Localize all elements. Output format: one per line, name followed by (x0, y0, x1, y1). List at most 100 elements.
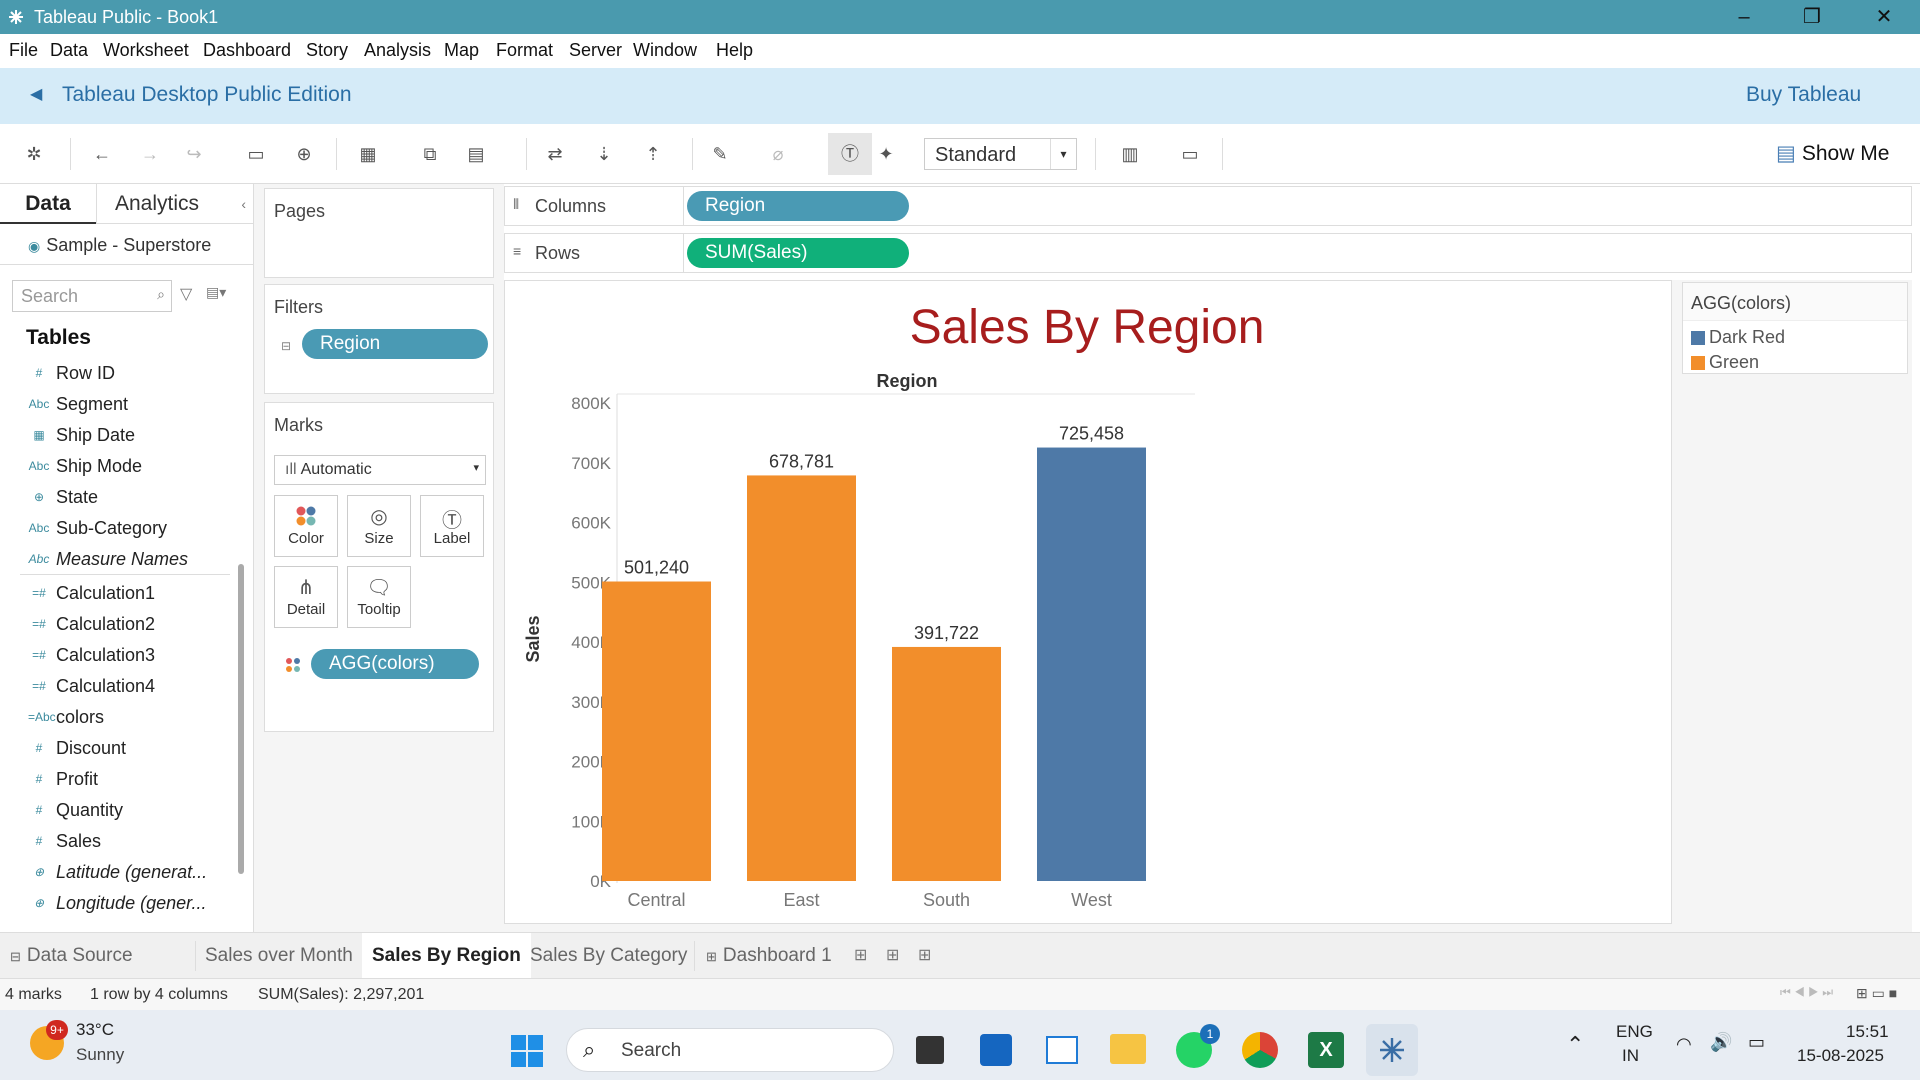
tab-data[interactable]: Data (0, 184, 96, 224)
bar-central[interactable] (602, 581, 711, 881)
new-story-tab-icon[interactable]: ⊞ (918, 947, 932, 964)
file-explorer-icon[interactable] (1110, 1034, 1146, 1064)
label-card[interactable]: Ⓣ Label (420, 495, 484, 557)
excel-icon[interactable]: X (1308, 1032, 1344, 1068)
task-view-icon[interactable] (916, 1036, 944, 1064)
language-region[interactable]: IN (1622, 1046, 1639, 1065)
pages-shelf[interactable]: Pages (264, 188, 494, 278)
view-options-icon[interactable]: ▤▾ (206, 284, 227, 300)
legend-item-dark-red[interactable]: Dark Red (1709, 327, 1786, 347)
sheet-view-icons[interactable]: ⊞ ▭ ■ (1856, 985, 1898, 1001)
tooltip-card[interactable]: 🗨 Tooltip (347, 566, 411, 628)
clock-time[interactable]: 15:51 (1846, 1022, 1889, 1041)
view-canvas[interactable]: Sales By Region Region Sales 0K 100K 200K 3… (504, 280, 1672, 924)
menu-worksheet[interactable]: Worksheet (103, 40, 189, 60)
sheet-nav-icon[interactable]: ⏮ ◀ ▶ ⏭ (1780, 985, 1834, 999)
menu-file[interactable]: File (9, 40, 39, 60)
menu-help[interactable]: Help (716, 40, 754, 60)
fit-select[interactable]: Standard ▾ (924, 138, 1077, 170)
windows-start-icon[interactable] (510, 1034, 544, 1068)
restore-button[interactable]: ❐ (1803, 6, 1821, 28)
new-worksheet-icon[interactable]: ▦ (359, 144, 377, 164)
language-code[interactable]: ENG (1616, 1022, 1653, 1041)
tableau-logo-icon[interactable]: ✲ (26, 144, 42, 164)
datasource-item[interactable]: ◉ Sample - Superstore (28, 235, 211, 256)
color-legend[interactable]: AGG(colors) Dark Red Green (1682, 282, 1908, 374)
clear-sheet-icon[interactable]: ▤ (467, 144, 485, 164)
sort-descending-icon[interactable]: ⇡ (645, 144, 661, 164)
search-input[interactable]: Search ⌕ (12, 280, 172, 312)
undo-icon[interactable]: ← (93, 144, 111, 164)
rows-shelf[interactable]: ≡ Rows SUM(Sales) (504, 233, 1912, 273)
tab-sales-by-region[interactable]: Sales By Region (362, 933, 531, 979)
chevron-up-icon[interactable]: ⌃ (1566, 1032, 1585, 1057)
sort-ascending-icon[interactable]: ⇣ (596, 144, 612, 164)
rows-pill-sum-sales[interactable]: SUM(Sales) (687, 238, 909, 268)
battery-icon[interactable]: ▭ (1748, 1032, 1766, 1052)
cards-column: Pages Filters ⊟ Region Marks ıll Automati… (254, 184, 504, 932)
wifi-icon[interactable]: ◠ (1676, 1034, 1692, 1054)
highlight-icon[interactable]: ✎ (712, 144, 728, 164)
bar-south[interactable] (892, 646, 1001, 881)
tab-data-source[interactable]: ⊟ Data Source (10, 933, 133, 979)
tab-sales-over-month[interactable]: Sales over Month (205, 945, 353, 966)
replay-icon[interactable]: ↪ (186, 144, 202, 164)
menu-data[interactable]: Data (50, 40, 89, 60)
filter-pill-region[interactable]: Region (302, 329, 488, 359)
chrome-icon[interactable] (1242, 1032, 1278, 1068)
bar-east[interactable] (747, 475, 856, 881)
detail-card[interactable]: ⋔ Detail (274, 566, 338, 628)
columns-icon: ⦀ (513, 196, 520, 212)
volume-icon[interactable]: 🔊 (1710, 1032, 1733, 1052)
tab-analytics[interactable]: Analytics ‹ (96, 184, 254, 224)
calc-number-icon: =# (32, 617, 46, 631)
bar-west[interactable] (1037, 447, 1146, 881)
new-datasource-icon[interactable]: ⊕ (296, 144, 312, 164)
swap-icon[interactable]: ⇄ (547, 144, 563, 164)
app-window-icon[interactable] (1046, 1036, 1078, 1064)
clock-date[interactable]: 15-08-2025 (1797, 1046, 1884, 1065)
store-icon[interactable] (980, 1034, 1012, 1066)
filters-shelf[interactable]: Filters ⊟ Region (264, 284, 494, 394)
menu-dashboard[interactable]: Dashboard (203, 40, 292, 60)
color-card[interactable]: Color (274, 495, 338, 557)
menu-server[interactable]: Server (569, 40, 623, 60)
string-icon: Abc (28, 397, 50, 411)
minimize-button[interactable]: – (1738, 6, 1750, 28)
columns-shelf[interactable]: ⦀ Columns Region (504, 186, 1912, 226)
tab-sales-by-category[interactable]: Sales By Category (530, 945, 688, 966)
menu-story[interactable]: Story (306, 40, 349, 60)
menu-analysis[interactable]: Analysis (364, 40, 432, 60)
show-mark-labels-icon[interactable]: Ⓣ (828, 133, 872, 175)
marks-pill-agg-colors[interactable]: AGG(colors) (311, 649, 479, 679)
y-tick-label: 300K (571, 693, 611, 712)
close-button[interactable]: ✕ (1875, 6, 1893, 28)
menu-format[interactable]: Format (496, 40, 554, 60)
tab-data-source-label: Data Source (26, 945, 133, 966)
legend-item-green[interactable]: Green (1709, 352, 1760, 372)
columns-pill-region[interactable]: Region (687, 191, 909, 221)
search-placeholder: Search (21, 286, 79, 306)
show-me-button[interactable]: ▤ Show Me (1776, 142, 1890, 165)
mark-type-select[interactable]: ıll Automatic ▾ (274, 455, 486, 485)
buy-tableau-link[interactable]: Buy Tableau (1746, 83, 1862, 106)
duplicate-sheet-icon[interactable]: ⧉ (423, 144, 437, 164)
collapse-icon[interactable]: ‹ (241, 196, 246, 212)
presentation-icon[interactable]: ▭ (1181, 144, 1199, 164)
size-card[interactable]: ◎ Size (347, 495, 411, 557)
filter-icon[interactable]: ▽ (180, 286, 193, 303)
menu-map[interactable]: Map (444, 40, 480, 60)
field-label: Quantity (56, 800, 124, 820)
save-icon[interactable]: ▭ (247, 144, 265, 164)
tableau-taskbar-button[interactable] (1366, 1024, 1418, 1076)
group-icon[interactable]: ⌀ (772, 144, 784, 164)
pin-icon[interactable]: ✦ (878, 144, 894, 164)
menu-window[interactable]: Window (633, 40, 698, 60)
field-list-scrollbar[interactable] (238, 564, 244, 874)
new-dashboard-tab-icon[interactable]: ⊞ (886, 947, 900, 964)
redo-icon[interactable]: → (141, 144, 159, 164)
taskbar-search[interactable]: ⌕ Search (566, 1028, 894, 1072)
tab-dashboard-1[interactable]: ⊞ Dashboard 1 (706, 933, 832, 979)
new-worksheet-tab-icon[interactable]: ⊞ (854, 947, 868, 964)
show-cards-icon[interactable]: ▥ (1121, 144, 1139, 164)
